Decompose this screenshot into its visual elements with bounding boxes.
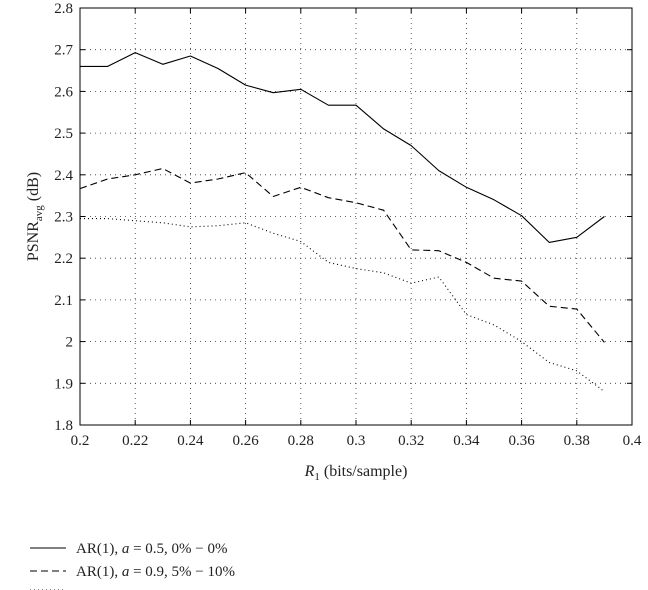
y-tick-label: 2.7: [54, 43, 73, 59]
x-tick-label: 0.36: [508, 433, 535, 449]
x-tick-label: 0.34: [453, 433, 480, 449]
x-tick-label: 0.22: [122, 433, 148, 449]
y-tick-label: 1.8: [54, 418, 73, 434]
y-axis-label-unit: (dB): [25, 172, 42, 205]
series-line-dashed: [79, 167, 605, 343]
legend-entry-1-prefix: AR(1),: [76, 541, 122, 557]
y-axis-label: PSNRavg (dB): [25, 172, 45, 261]
series-line-solid: [80, 52, 605, 243]
x-axis-label-unit: (bits/sample): [320, 463, 408, 480]
y-tick-label: 2.4: [54, 168, 73, 184]
legend: AR(1), a = 0.5, 0% − 0% AR(1), a = 0.9, …: [30, 541, 235, 590]
legend-entry-1: AR(1), a = 0.5, 0% − 0%: [76, 541, 228, 557]
legend-entry-1-suffix: = 0.5, 0% − 0%: [129, 541, 227, 557]
legend-entry-1-param: a: [122, 541, 130, 557]
y-tick-label: 1.9: [54, 376, 73, 392]
x-tick-label: 0.32: [398, 433, 424, 449]
y-tick-label: 2.5: [54, 126, 73, 142]
legend-entry-2-suffix: = 0.9, 5% − 10%: [129, 564, 235, 580]
y-tick-label: 2.8: [54, 1, 73, 17]
grid: [80, 8, 632, 425]
y-tick-label: 2: [66, 335, 74, 351]
x-axis-label-main: R: [304, 463, 315, 480]
y-tick-label: 2.6: [54, 84, 73, 100]
y-tick-label: 2.3: [54, 210, 73, 226]
legend-entry-2-param: a: [122, 564, 130, 580]
x-tick-label: 0.2: [71, 433, 90, 449]
x-tick-label: 0.38: [564, 433, 590, 449]
axis-ticks: 0.2 0.22 0.24 0.26 0.28 0.3 0.32 0.34 0.36 0.38 0.…: [54, 1, 642, 449]
x-tick-label: 0.24: [177, 433, 204, 449]
y-tick-label: 2.2: [54, 251, 73, 267]
y-tick-label: 2.1: [54, 293, 73, 309]
legend-entry-2-prefix: AR(1),: [76, 564, 122, 580]
series-line-dotted: [80, 218, 605, 393]
x-tick-label: 0.4: [623, 433, 642, 449]
y-axis-label-main: PSNR: [25, 221, 42, 261]
x-tick-label: 0.28: [288, 433, 314, 449]
x-tick-label: 0.26: [232, 433, 259, 449]
y-axis-label-subscript: avg: [33, 205, 45, 221]
x-axis-label-subscript: 1: [314, 471, 320, 483]
series-lines: [79, 52, 605, 393]
legend-entry-2: AR(1), a = 0.9, 5% − 10%: [76, 564, 235, 580]
x-tick-label: 0.3: [347, 433, 366, 449]
x-axis-label: R1 (bits/sample): [304, 463, 408, 483]
